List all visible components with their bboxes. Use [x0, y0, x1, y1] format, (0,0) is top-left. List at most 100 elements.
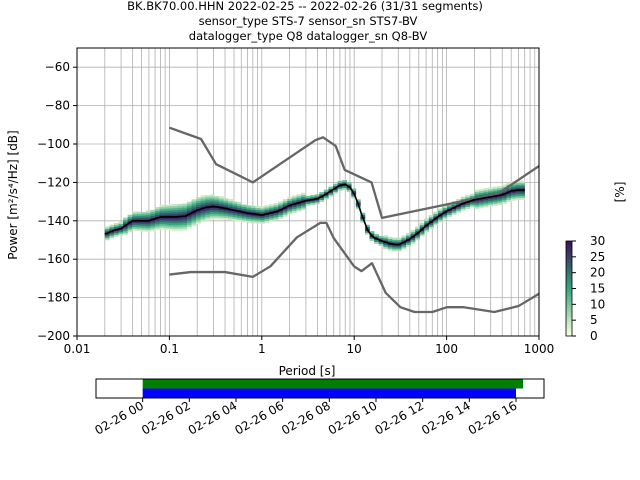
histogram-cell: [360, 220, 366, 223]
histogram-cell: [132, 213, 138, 216]
histogram-cell: [259, 221, 265, 224]
histogram-cell: [259, 210, 265, 213]
histogram-cell: [150, 229, 156, 232]
histogram-cell: [196, 206, 201, 209]
histogram-cell: [273, 204, 279, 208]
histogram-cell: [406, 235, 411, 238]
histogram-cell: [410, 233, 416, 237]
mode-line-group: [104, 183, 525, 246]
histogram-cell: [364, 232, 370, 235]
histogram-cell: [168, 217, 174, 220]
histogram-cell: [488, 196, 494, 200]
histogram-cell: [511, 185, 516, 188]
histogram-cell: [155, 222, 160, 225]
histogram-cell: [310, 197, 316, 200]
histogram-cell: [492, 198, 498, 201]
histogram-cell: [173, 204, 179, 207]
histogram-cell: [460, 208, 466, 211]
histogram-cell: [383, 244, 389, 248]
histogram-cell: [218, 217, 224, 220]
histogram-cell: [520, 182, 525, 185]
histogram-cell: [369, 231, 375, 234]
histogram-cell: [296, 197, 302, 201]
histogram-cell: [501, 199, 507, 203]
histogram-cell: [177, 225, 183, 228]
histogram-cell: [191, 214, 197, 217]
histogram-cell: [196, 218, 201, 221]
histogram-cell: [241, 210, 247, 213]
y-axis-label: Power [m²/s⁴/Hz] [dB]: [6, 130, 20, 259]
histogram-cell: [474, 199, 480, 202]
histogram-cell: [301, 202, 306, 205]
histogram-cell: [269, 209, 274, 213]
colorbar-tick-label: 25: [590, 250, 605, 264]
colorbar-tick-label: 15: [590, 282, 605, 296]
histogram-cell: [155, 228, 160, 231]
histogram-cell: [191, 218, 197, 221]
histogram-cell: [223, 217, 229, 220]
histogram-cell: [364, 230, 370, 233]
nhnm-line: [169, 126, 540, 220]
histogram-cell: [437, 220, 443, 223]
histogram-cell: [127, 228, 133, 231]
histogram-cell: [273, 212, 279, 215]
histogram-cell: [488, 193, 494, 196]
histogram-cell: [328, 186, 334, 189]
histogram-cell: [355, 207, 361, 210]
histogram-cell: [168, 222, 174, 226]
colorbar-scale: [565, 240, 573, 337]
histogram-cell: [186, 217, 192, 220]
histogram-cell: [218, 200, 224, 203]
histogram-cell: [246, 214, 252, 218]
histogram-cell: [182, 213, 188, 216]
histogram-cell: [127, 218, 133, 221]
histogram-cell: [474, 206, 480, 210]
histogram-cell: [273, 214, 279, 217]
histogram-cell: [333, 191, 338, 194]
histogram-cell: [104, 238, 110, 241]
histogram-cell: [191, 207, 197, 210]
histogram-cell: [200, 220, 206, 223]
histogram-cell: [506, 199, 512, 202]
histogram-cell: [406, 233, 411, 236]
histogram-cell: [369, 238, 375, 242]
histogram-cell: [451, 204, 457, 208]
histogram-cell: [200, 202, 206, 206]
histogram-cell: [123, 219, 128, 222]
histogram-cell: [506, 195, 512, 199]
histogram-cell: [259, 219, 265, 222]
histogram-cell: [255, 209, 261, 212]
histogram-cell: [273, 206, 279, 210]
histogram-cell: [109, 232, 115, 235]
x-tick-label: 1: [258, 342, 266, 356]
histogram-cell: [406, 240, 411, 244]
histogram-cell: [492, 186, 498, 189]
histogram-cell: [428, 217, 434, 220]
histogram-cell: [191, 205, 197, 208]
histogram-cell: [520, 193, 525, 197]
histogram-cell: [387, 240, 393, 243]
histogram-cell: [223, 198, 229, 201]
histogram-cell: [182, 228, 188, 231]
histogram-cell: [488, 189, 494, 192]
y-tick-label: −80: [45, 99, 70, 113]
histogram-cell: [159, 223, 165, 226]
histogram-cell: [241, 204, 247, 207]
histogram-cell: [191, 212, 197, 215]
histogram-cell: [515, 192, 521, 195]
histogram-cell: [469, 195, 475, 198]
histogram-cell: [182, 207, 188, 210]
histogram-cell: [506, 197, 512, 201]
histogram-cell: [104, 234, 110, 237]
histogram-cell: [488, 187, 494, 190]
histogram-cell: [200, 195, 206, 198]
histogram-cell: [396, 249, 402, 252]
histogram-cell: [223, 204, 229, 207]
histogram-cell: [209, 198, 215, 201]
histogram-cell: [145, 214, 151, 217]
histogram-cell: [483, 203, 489, 206]
histogram-cell: [269, 204, 274, 207]
histogram-cell: [214, 217, 220, 220]
histogram-cell: [182, 203, 188, 206]
